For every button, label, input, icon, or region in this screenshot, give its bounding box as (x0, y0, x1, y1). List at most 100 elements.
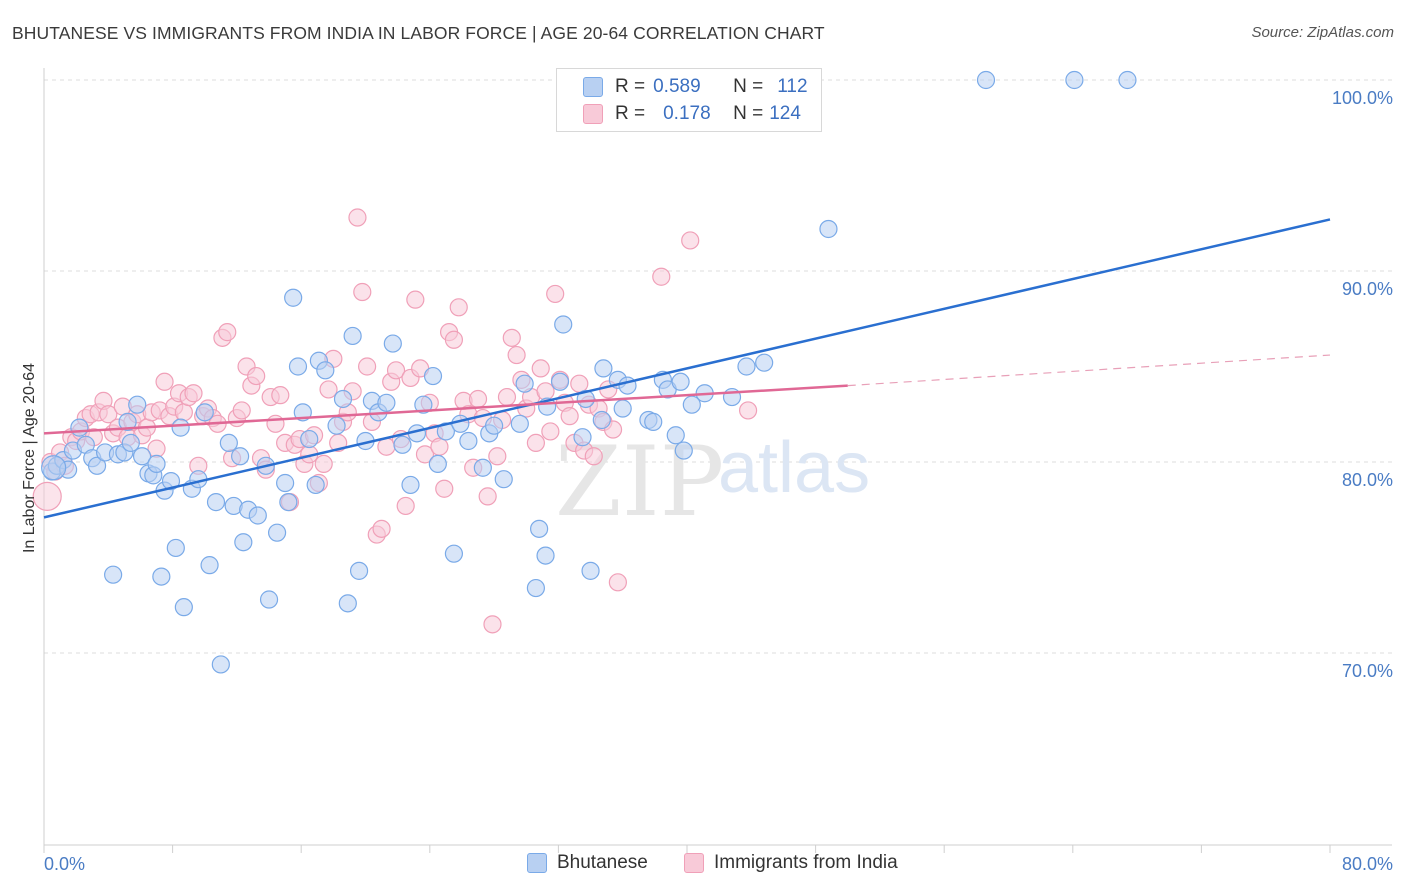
data-point-bhutanese (1065, 70, 1084, 90)
legend-r-label: R = (615, 76, 646, 97)
data-point-india (478, 487, 497, 506)
data-point-india (497, 387, 517, 407)
legend-n-label: N = (733, 76, 764, 97)
data-point-india (584, 447, 603, 466)
legend-label-india: Immigrants from India (714, 852, 898, 873)
data-point-india (570, 374, 589, 393)
correlation-legend: R = 0.589 N = 112 R = 0.178 N = 124 (556, 68, 822, 132)
data-point-bhutanese (530, 519, 549, 538)
data-point-bhutanese (459, 431, 478, 451)
data-point-india (560, 407, 579, 426)
legend-row-india: R = 0.178 N = 124 (583, 102, 801, 126)
data-point-bhutanese (755, 353, 774, 372)
data-point-bhutanese (393, 435, 412, 454)
data-point-bhutanese (473, 458, 492, 477)
data-point-india (386, 361, 406, 380)
data-point-bhutanese (206, 493, 226, 512)
legend-item-bhutanese[interactable]: Bhutanese (527, 852, 648, 874)
data-point-india (218, 323, 237, 342)
data-point-bhutanese (259, 590, 279, 609)
data-point-bhutanese (428, 454, 447, 474)
data-point-bhutanese (444, 544, 464, 563)
data-point-bhutanese (671, 372, 690, 391)
legend-row-bhutanese: R = 0.589 N = 112 (583, 75, 808, 99)
data-point-bhutanese (132, 447, 152, 466)
series-bhutanese (41, 70, 1137, 674)
x-tick-label: 80.0% (1342, 854, 1393, 874)
data-point-india (449, 298, 468, 317)
data-point-india (531, 359, 550, 378)
data-point-bhutanese (550, 372, 570, 391)
data-point-india (319, 380, 338, 399)
data-point-bhutanese (147, 454, 166, 474)
x-tick-label: 0.0% (44, 854, 85, 874)
data-point-bhutanese (333, 389, 353, 409)
legend-swatch-india (684, 853, 704, 873)
data-point-bhutanese (279, 493, 298, 512)
y-axis-title: In Labor Force | Age 20-64 (21, 363, 38, 553)
data-point-bhutanese (41, 455, 67, 481)
data-point-bhutanese (211, 655, 230, 674)
data-point-bhutanese (327, 416, 346, 435)
data-point-india (372, 519, 391, 538)
data-point-india (681, 231, 700, 250)
data-point-bhutanese (644, 412, 663, 431)
data-point-bhutanese (349, 561, 369, 580)
data-point-bhutanese (152, 567, 171, 586)
data-point-bhutanese (401, 475, 420, 495)
data-point-bhutanese (423, 366, 443, 386)
y-tick-label: 70.0% (1342, 661, 1393, 681)
data-point-bhutanese (231, 447, 250, 466)
data-point-bhutanese (219, 433, 238, 452)
data-point-india (430, 437, 449, 456)
data-point-bhutanese (248, 506, 267, 525)
data-point-bhutanese (87, 456, 107, 475)
data-point-bhutanese (70, 418, 89, 437)
data-point-bhutanese (306, 475, 325, 495)
trend-lines (43, 218, 1331, 519)
data-point-bhutanese (536, 546, 555, 565)
data-point-bhutanese (592, 410, 611, 430)
data-point-india (247, 366, 266, 386)
data-point-bhutanese (737, 357, 756, 376)
tick-labels: 70.0% 80.0% 90.0% 100.0% 0.0% 80.0% (44, 88, 1393, 874)
data-point-bhutanese (485, 416, 504, 435)
data-point-india (184, 384, 203, 403)
data-point-bhutanese (576, 389, 595, 409)
data-point-india (232, 401, 251, 420)
data-point-bhutanese (234, 533, 253, 552)
data-point-india (314, 454, 333, 474)
legend-item-india[interactable]: Immigrants from India (684, 852, 898, 874)
data-point-india (348, 208, 367, 227)
data-point-bhutanese (682, 395, 701, 414)
data-point-bhutanese (976, 70, 996, 90)
data-point-bhutanese (316, 361, 335, 380)
data-point-bhutanese (510, 414, 529, 433)
data-point-bhutanese (121, 433, 140, 452)
data-point-bhutanese (414, 395, 433, 414)
data-point-bhutanese (128, 395, 147, 414)
data-point-bhutanese (377, 393, 396, 412)
data-point-bhutanese (383, 334, 402, 353)
data-point-india (468, 389, 488, 409)
trend-line-india-extension (847, 354, 1331, 387)
data-point-india (266, 414, 285, 433)
data-point-bhutanese (104, 565, 123, 584)
data-point-india (415, 445, 435, 464)
y-tick-label: 100.0% (1332, 88, 1393, 108)
data-point-india (608, 573, 627, 592)
data-point-bhutanese (171, 418, 190, 437)
data-point-bhutanese (573, 428, 592, 447)
legend-swatch-india (583, 104, 603, 124)
legend-r-value: 0.589 (653, 76, 701, 97)
data-point-bhutanese (666, 426, 685, 445)
data-point-bhutanese (526, 578, 545, 598)
legend-n-value: 124 (769, 103, 801, 124)
y-tick-label: 90.0% (1342, 279, 1393, 299)
legend-r-value: 0.178 (663, 103, 711, 124)
data-point-bhutanese (174, 598, 193, 617)
trend-line-india (43, 384, 848, 435)
data-point-india (32, 481, 62, 511)
trend-line-bhutanese (43, 218, 1331, 519)
